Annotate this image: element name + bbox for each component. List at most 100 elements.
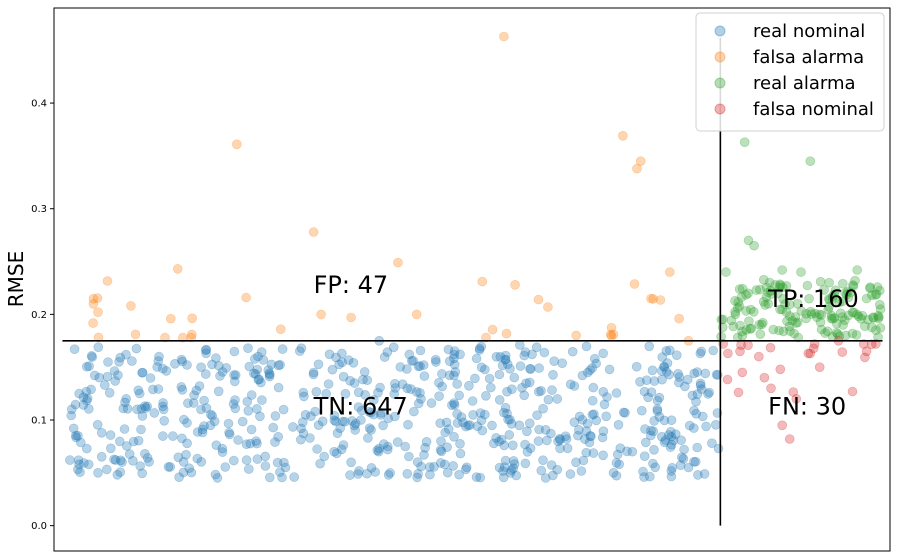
data-point — [134, 388, 145, 399]
data-point — [687, 390, 698, 401]
data-point — [743, 288, 753, 299]
data-point — [499, 440, 510, 451]
data-point — [273, 360, 284, 371]
data-point — [115, 352, 126, 363]
data-point — [159, 415, 169, 426]
data-point — [837, 312, 848, 322]
data-point — [187, 313, 197, 324]
data-point — [250, 369, 261, 379]
data-point — [102, 371, 113, 382]
data-point — [775, 280, 786, 291]
data-point — [525, 363, 535, 374]
data-point — [412, 472, 423, 483]
data-point — [508, 456, 519, 466]
data-point — [827, 313, 838, 324]
data-point — [264, 368, 275, 379]
data-point — [670, 429, 681, 440]
data-point — [847, 386, 858, 397]
data-point — [408, 355, 418, 366]
data-point — [666, 466, 677, 476]
data-point — [629, 279, 640, 289]
data-point — [485, 382, 496, 393]
data-point — [74, 459, 84, 470]
data-point — [689, 405, 699, 416]
data-point — [504, 430, 515, 440]
data-point — [808, 343, 819, 354]
data-point — [461, 462, 472, 473]
data-point — [484, 373, 495, 384]
data-point — [847, 328, 858, 339]
data-point — [532, 410, 542, 421]
data-point — [316, 309, 326, 320]
data-point — [665, 442, 676, 452]
data-point — [695, 380, 706, 391]
data-point — [88, 318, 98, 328]
data-point — [474, 343, 485, 354]
data-point — [852, 309, 862, 320]
data-point — [431, 357, 441, 367]
data-point — [763, 287, 773, 298]
data-point — [141, 403, 151, 413]
data-point — [717, 322, 728, 333]
data-point — [354, 466, 364, 476]
data-point — [749, 240, 759, 251]
data-point — [765, 342, 776, 353]
data-point — [78, 400, 89, 410]
data-point — [840, 288, 850, 298]
data-point — [816, 310, 827, 320]
data-point — [374, 443, 384, 454]
data-point — [449, 346, 460, 356]
data-point — [500, 402, 511, 413]
data-point — [376, 407, 386, 418]
data-point — [194, 381, 205, 391]
data-point — [730, 295, 740, 306]
data-point — [481, 332, 491, 343]
data-point — [604, 364, 615, 375]
data-point — [315, 458, 325, 469]
data-point — [699, 469, 710, 479]
data-point — [176, 382, 187, 392]
data-point — [866, 322, 877, 333]
y-tick-label: 0.2 — [31, 310, 47, 321]
data-point — [298, 387, 309, 398]
series-falsa-nominal — [718, 335, 881, 444]
data-point — [149, 408, 160, 418]
data-point — [827, 291, 838, 302]
data-point — [823, 301, 834, 312]
data-point — [608, 329, 619, 340]
data-point — [739, 137, 750, 147]
data-point — [415, 361, 425, 371]
data-point — [646, 387, 657, 398]
data-point — [84, 404, 94, 414]
data-point — [337, 357, 347, 368]
data-point — [832, 329, 843, 339]
data-point — [823, 304, 834, 315]
data-point — [392, 437, 403, 447]
data-point — [842, 286, 853, 297]
data-point — [697, 411, 708, 422]
data-point — [801, 308, 812, 319]
data-point — [865, 283, 875, 294]
data-point — [206, 409, 216, 420]
data-point — [308, 367, 319, 378]
data-point — [178, 332, 188, 343]
data-point — [456, 412, 467, 422]
data-point — [337, 416, 348, 427]
data-point — [588, 448, 599, 458]
data-point — [249, 368, 259, 379]
data-point — [140, 448, 150, 459]
data-point — [220, 462, 231, 472]
data-point — [424, 462, 435, 472]
data-point — [850, 275, 860, 286]
data-point — [288, 422, 298, 432]
data-point — [598, 348, 609, 359]
data-point — [310, 406, 320, 417]
data-point — [708, 345, 719, 356]
data-point — [871, 325, 881, 336]
data-point — [661, 346, 672, 356]
data-point — [256, 347, 267, 357]
data-point — [791, 394, 802, 404]
data-point — [96, 451, 107, 462]
data-point — [666, 415, 677, 426]
data-point — [154, 351, 164, 362]
